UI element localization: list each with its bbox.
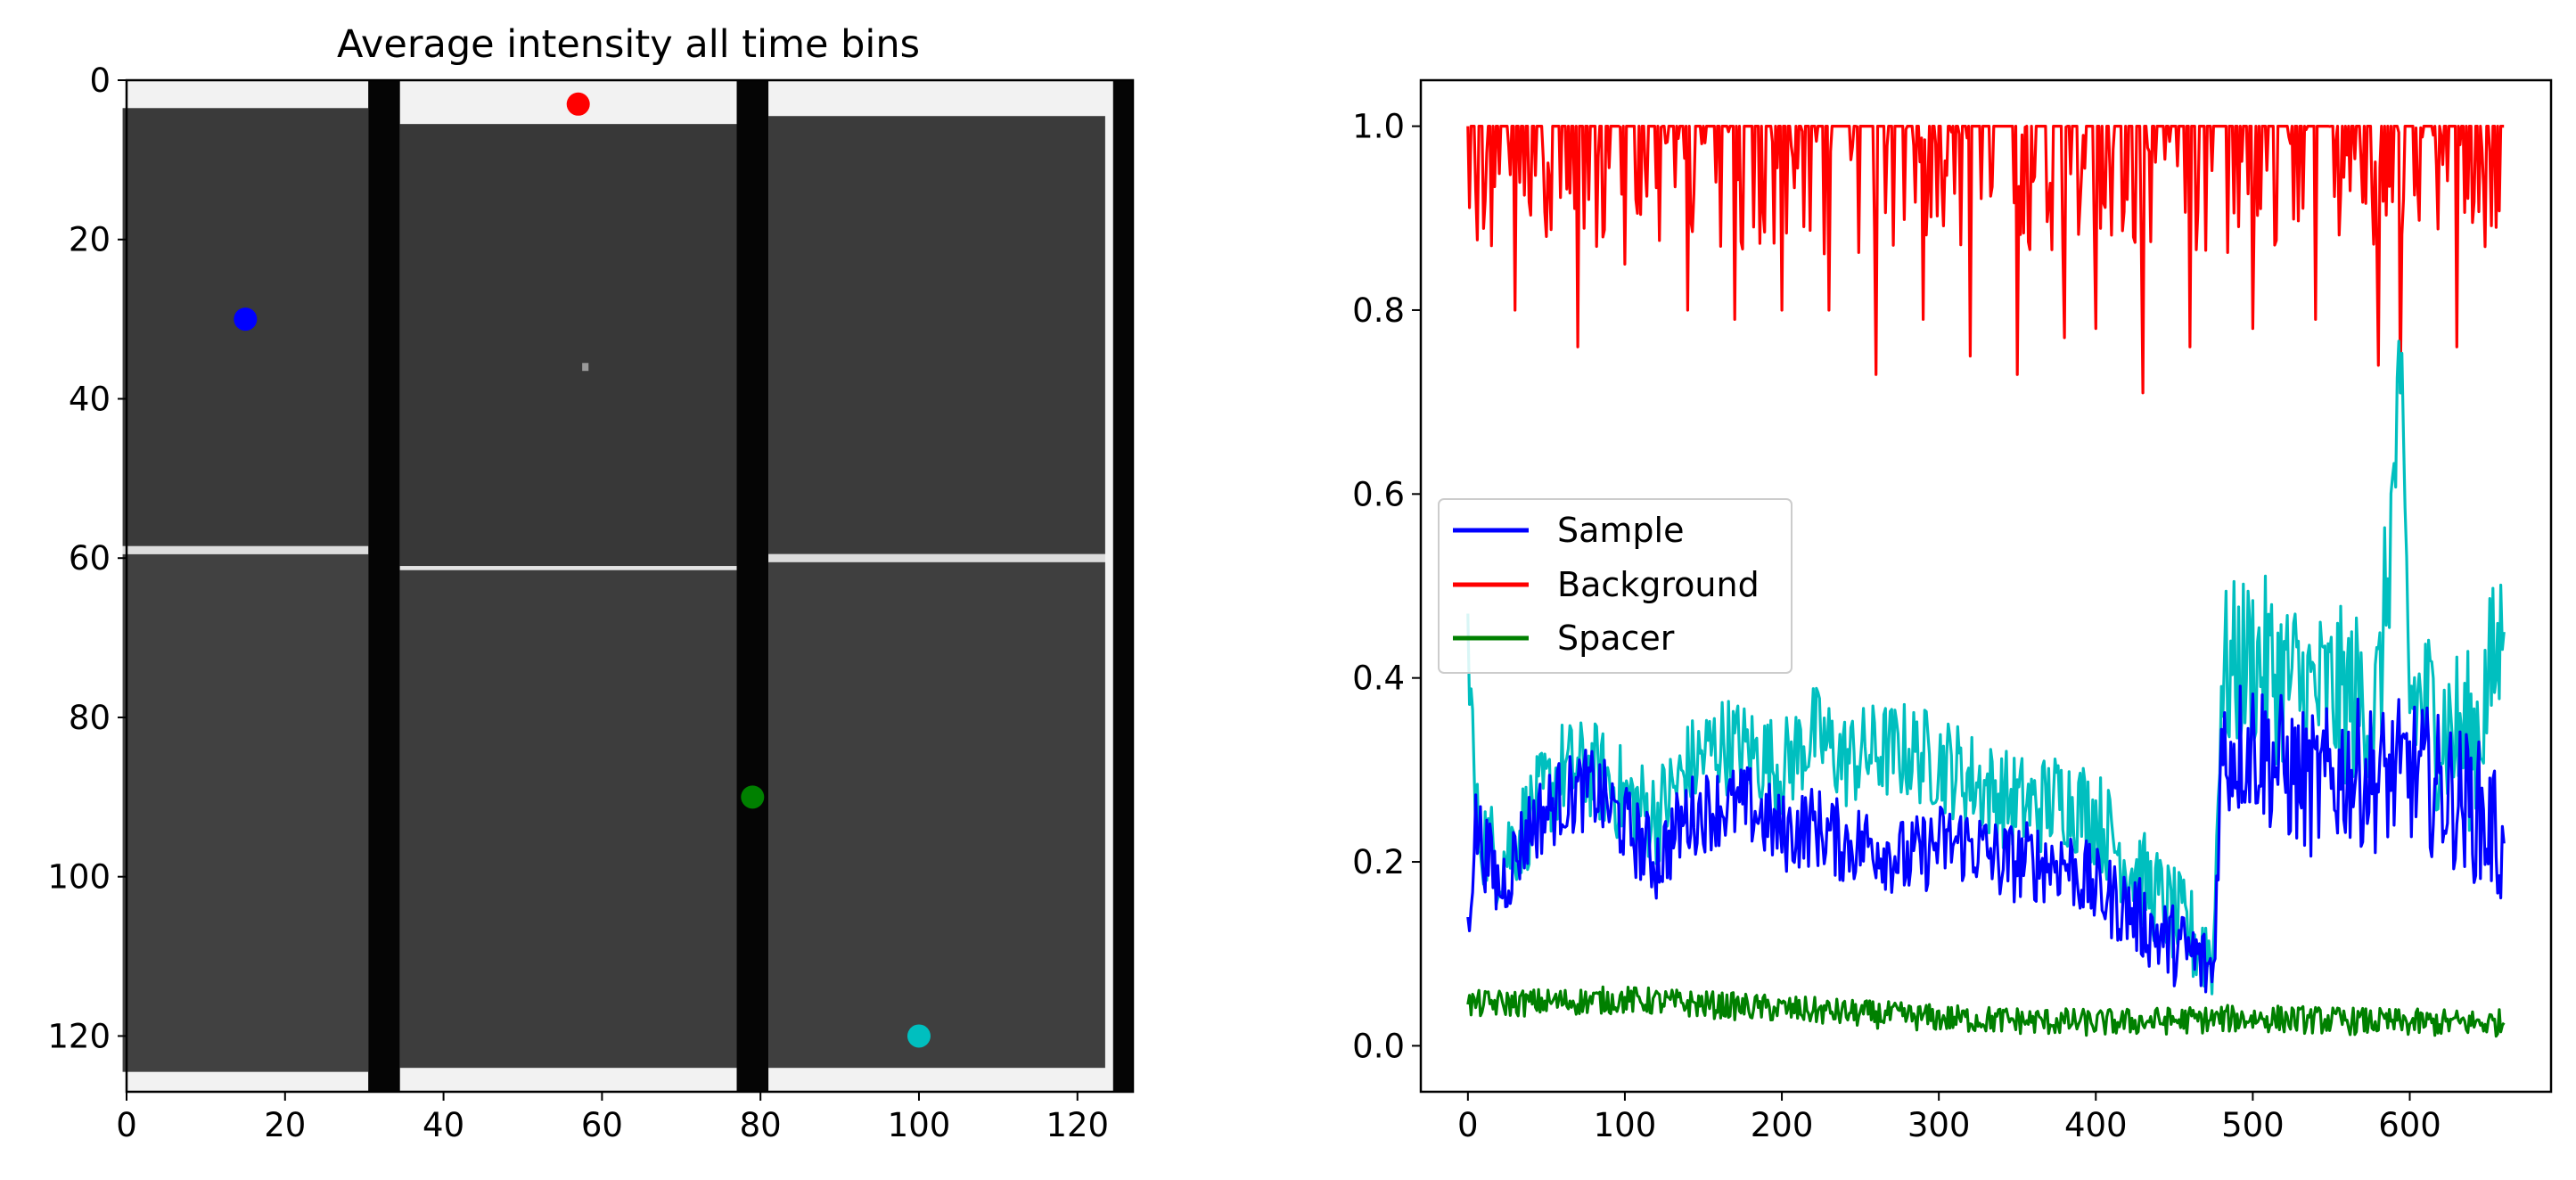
image-point [741, 785, 765, 809]
line-x-tick-label: 600 [2378, 1106, 2441, 1144]
legend: Sample Background Spacer [1438, 498, 1793, 674]
image-spacer-column [736, 80, 769, 1092]
line-series-sample [1466, 684, 2506, 994]
line-series-layer [1466, 125, 2506, 1038]
image-tile [399, 570, 737, 1069]
line-y-tick-label: 0.0 [1352, 1027, 1405, 1065]
image-x-tick-label: 40 [422, 1106, 464, 1144]
line-y-axis: 0.0 0.2 0.4 0.6 0.8 1.0 [1352, 108, 1421, 1065]
line-series-background [1466, 125, 2505, 395]
image-gap-band [122, 545, 369, 554]
legend-label-background: Background [1557, 565, 1760, 604]
image-tile [768, 116, 1105, 554]
legend-label-spacer: Spacer [1557, 619, 1675, 658]
image-points [234, 92, 931, 1048]
image-y-tick-label: 40 [69, 380, 111, 418]
image-spacer-column [1112, 80, 1133, 1092]
image-point [234, 307, 258, 332]
image-point [566, 92, 590, 116]
line-x-tick-label: 300 [1907, 1106, 1971, 1144]
image-y-tick-label: 120 [47, 1017, 111, 1055]
image-spacer-column [368, 80, 400, 1092]
line-y-tick-label: 1.0 [1352, 108, 1405, 146]
image-y-tick-label: 0 [89, 61, 111, 100]
image-pixels [122, 80, 1133, 1092]
image-title: Average intensity all time bins [337, 22, 920, 67]
image-tile [399, 124, 737, 567]
line-x-tick-label: 200 [1751, 1106, 1814, 1144]
image-x-tick-label: 80 [740, 1106, 782, 1144]
line-x-tick-label: 0 [1457, 1106, 1479, 1144]
image-y-tick-label: 20 [69, 221, 111, 259]
image-y-axis: 0 20 40 60 80 100 120 [47, 61, 127, 1055]
image-gap-band [399, 566, 737, 570]
image-x-axis: 0 20 40 60 80 100 120 [116, 1092, 1109, 1144]
line-y-tick-label: 0.4 [1352, 660, 1405, 698]
line-frame [1419, 78, 2553, 1094]
line-y-tick-label: 0.8 [1352, 291, 1405, 330]
image-panel: Average intensity all time bins 0 20 40 60 8… [47, 22, 1135, 1144]
image-x-tick-label: 60 [581, 1106, 623, 1144]
image-tile [122, 553, 369, 1072]
image-gap-band [768, 553, 1105, 562]
legend-box [1438, 498, 1793, 674]
image-hot-pixel [582, 363, 589, 372]
line-x-tick-label: 100 [1594, 1106, 1657, 1144]
image-y-tick-label: 80 [69, 699, 111, 737]
line-x-tick-label: 500 [2221, 1106, 2285, 1144]
image-tile [768, 561, 1105, 1069]
image-point [907, 1024, 931, 1048]
image-y-tick-label: 100 [47, 858, 111, 897]
image-x-tick-label: 120 [1046, 1106, 1109, 1144]
image-x-tick-label: 0 [116, 1106, 137, 1144]
line-x-tick-label: 400 [2064, 1106, 2128, 1144]
legend-label-sample: Sample [1557, 511, 1684, 550]
line-x-axis: 0 100 200 300 400 500 600 [1457, 1092, 2441, 1144]
line-series-spacer [1466, 985, 2506, 1038]
line-panel: 0 100 200 300 400 500 600 0.0 0.2 0.4 0.6 0.8 1.0 S… [1352, 78, 2553, 1144]
line-y-tick-label: 0.2 [1352, 843, 1405, 881]
line-series-cyan [1466, 340, 2506, 996]
line-y-tick-label: 0.6 [1352, 475, 1405, 513]
image-y-tick-label: 60 [69, 539, 111, 578]
image-frame [125, 78, 1135, 1094]
image-x-tick-label: 20 [264, 1106, 306, 1144]
image-x-tick-label: 100 [888, 1106, 951, 1144]
